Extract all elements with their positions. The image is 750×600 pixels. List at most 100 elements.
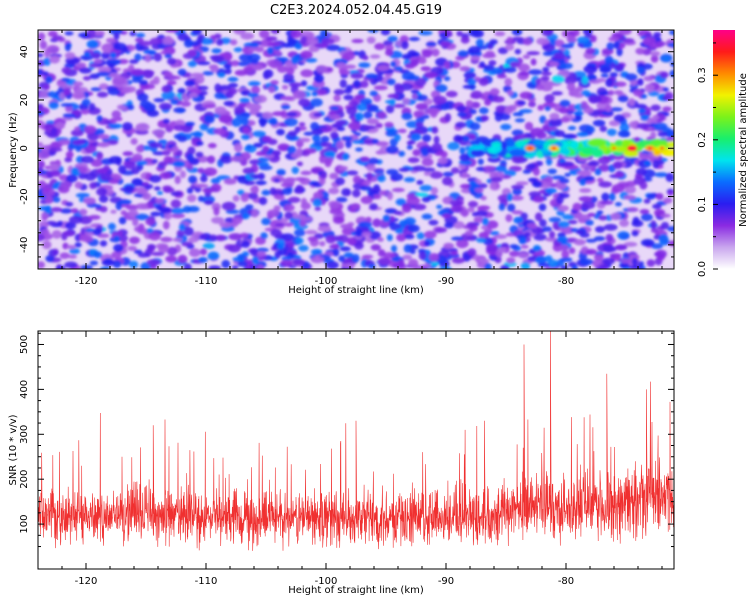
- heatmap-cell: [145, 218, 156, 226]
- heatmap-cell: [401, 53, 412, 60]
- heatmap-cell: [532, 196, 545, 203]
- heatmap-cell: [657, 131, 668, 137]
- heatmap-cell: [612, 146, 616, 150]
- heatmap-cell: [326, 44, 341, 51]
- heatmap-cell: [177, 68, 187, 76]
- heatmap-cell: [242, 167, 255, 175]
- heatmap-cell: [113, 32, 120, 40]
- heatmap-cell: [558, 244, 569, 252]
- heatmap-cell: [73, 81, 84, 87]
- heatmap-cell: [253, 142, 264, 148]
- heatmap-cell: [571, 264, 578, 269]
- heatmap-cell: [313, 112, 323, 118]
- heatmap-cell: [88, 103, 96, 111]
- heatmap-cell: [351, 38, 364, 44]
- heatmap-cell: [362, 179, 371, 186]
- heatmap-cell: [431, 126, 439, 134]
- heatmap-cell: [314, 206, 322, 211]
- heatmap-cell: [325, 235, 336, 244]
- heatmap-cell: [628, 97, 635, 107]
- heatmap-cell: [561, 214, 575, 220]
- heatmap-cell: [450, 250, 459, 256]
- heatmap-cell: [259, 30, 270, 39]
- heatmap-cell: [467, 200, 479, 208]
- heatmap-cell: [488, 60, 497, 66]
- heatmap-cell: [478, 231, 489, 240]
- heatmap-cell: [600, 73, 609, 78]
- heatmap-cell: [158, 206, 171, 213]
- heatmap-cell: [38, 142, 44, 147]
- heatmap-cell: [384, 121, 394, 128]
- colorbar-ticks: 0.0 0.1 0.2 0.3: [697, 42, 718, 277]
- heatmap-cell: [183, 226, 194, 236]
- colorbar-tick-label: 0.0: [697, 261, 708, 277]
- heatmap-cell: [359, 185, 372, 191]
- heatmap-cell: [377, 111, 387, 119]
- heatmap-cell: [90, 87, 102, 92]
- heatmap-cell: [112, 76, 127, 85]
- heatmap-cell: [533, 244, 541, 252]
- heatmap-cell: [483, 165, 496, 171]
- heatmap-cell: [551, 91, 563, 96]
- heatmap-cell: [478, 107, 489, 115]
- heatmap-cell: [117, 104, 125, 110]
- heatmap-cell: [65, 105, 73, 113]
- heatmap-cell: [506, 257, 516, 264]
- heatmap-cell: [648, 146, 652, 150]
- heatmap-cell: [251, 59, 259, 65]
- heatmap-cell: [665, 172, 674, 182]
- heatmap-cell: [598, 164, 611, 172]
- heatmap-cell: [419, 184, 433, 192]
- heatmap-cell: [354, 242, 364, 250]
- heatmap-cell: [603, 223, 618, 231]
- heatmap-cell: [227, 244, 241, 253]
- heatmap-cell: [300, 216, 313, 222]
- heatmap-cell: [491, 141, 502, 147]
- heatmap-cell: [82, 76, 92, 81]
- heatmap-cell: [428, 219, 439, 226]
- heatmap-cell: [458, 159, 473, 166]
- y-tick-label: -20: [19, 188, 30, 204]
- heatmap-cell: [353, 79, 361, 88]
- heatmap-cell: [516, 100, 526, 106]
- heatmap-cell: [518, 237, 527, 245]
- heatmap-cell: [317, 225, 332, 232]
- heatmap-cell: [466, 222, 476, 229]
- heatmap-cell: [358, 62, 371, 68]
- y-tick-label: 300: [19, 425, 30, 444]
- heatmap-cell: [655, 40, 666, 47]
- heatmap-cell: [376, 174, 386, 183]
- heatmap-cell: [153, 52, 162, 62]
- heatmap-cell: [609, 72, 618, 78]
- heatmap-cell: [616, 63, 624, 72]
- heatmap-cell: [408, 36, 420, 42]
- heatmap-cell: [315, 65, 328, 73]
- heatmap-cell: [199, 37, 214, 45]
- heatmap-cell: [39, 40, 48, 50]
- heatmap-cell: [629, 78, 638, 86]
- heatmap-cell: [377, 237, 384, 242]
- heatmap-cell: [520, 244, 529, 249]
- heatmap-cell: [644, 32, 653, 38]
- heatmap-cell: [465, 100, 474, 108]
- heatmap-cell: [89, 182, 97, 190]
- heatmap-cell: [64, 43, 71, 52]
- heatmap-cell: [638, 108, 647, 114]
- heatmap-cell: [311, 91, 318, 97]
- heatmap-cell: [613, 40, 620, 49]
- heatmap-cell: [359, 98, 373, 105]
- heatmap-cell: [230, 60, 240, 67]
- heatmap-cell: [243, 66, 253, 72]
- heatmap-cell: [100, 266, 111, 269]
- heatmap-cell: [284, 204, 295, 212]
- heatmap-cell: [301, 150, 310, 157]
- heatmap-cell: [107, 222, 116, 231]
- heatmap-cell: [250, 186, 258, 193]
- heatmap-cell: [298, 98, 311, 107]
- heatmap-cell: [38, 103, 44, 108]
- heatmap-cell: [494, 31, 506, 37]
- heatmap-cell: [122, 151, 134, 157]
- heatmap-cell: [202, 187, 216, 193]
- heatmap-cell: [210, 177, 221, 185]
- y-tick-label: 500: [19, 335, 30, 354]
